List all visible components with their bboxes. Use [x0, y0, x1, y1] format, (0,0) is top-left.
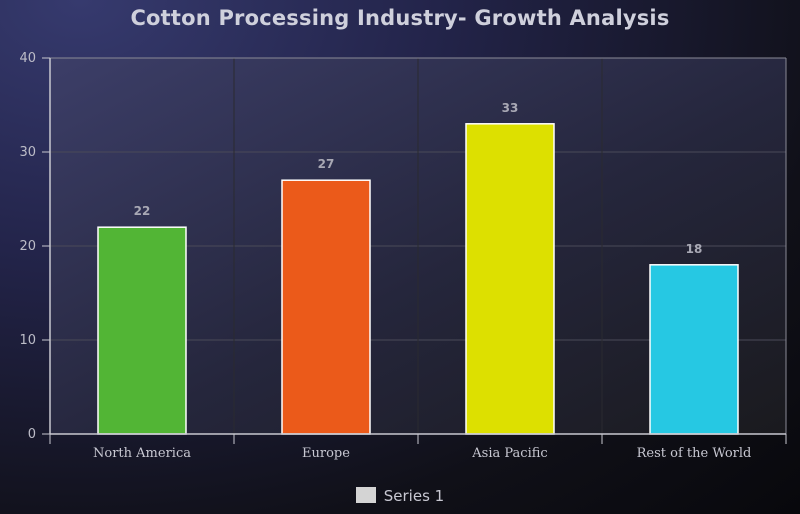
data-label: 22: [134, 204, 151, 218]
legend-label: Series 1: [383, 487, 445, 505]
data-label: 18: [686, 242, 703, 256]
x-tick-label: Rest of the World: [637, 446, 752, 461]
y-tick-label: 20: [19, 239, 36, 254]
chart-title: Cotton Processing Industry- Growth Analy…: [130, 6, 670, 30]
legend-swatch: [355, 487, 376, 503]
x-tick-label: Asia Pacific: [471, 446, 547, 461]
bar-rest-of-the-world[interactable]: [649, 264, 739, 435]
legend: Series 1: [0, 487, 800, 505]
x-tick-label: Europe: [302, 446, 350, 461]
data-label: 33: [502, 101, 519, 115]
bar-europe[interactable]: [281, 179, 371, 435]
data-label: 27: [318, 157, 335, 171]
y-tick-label: 40: [19, 51, 36, 66]
bar-asia-pacific[interactable]: [465, 123, 555, 435]
x-tick-label: North America: [93, 446, 191, 461]
y-tick-label: 0: [28, 427, 36, 442]
y-tick-label: 10: [19, 333, 36, 348]
bar-north-america[interactable]: [97, 226, 187, 435]
y-tick-label: 30: [19, 145, 36, 160]
